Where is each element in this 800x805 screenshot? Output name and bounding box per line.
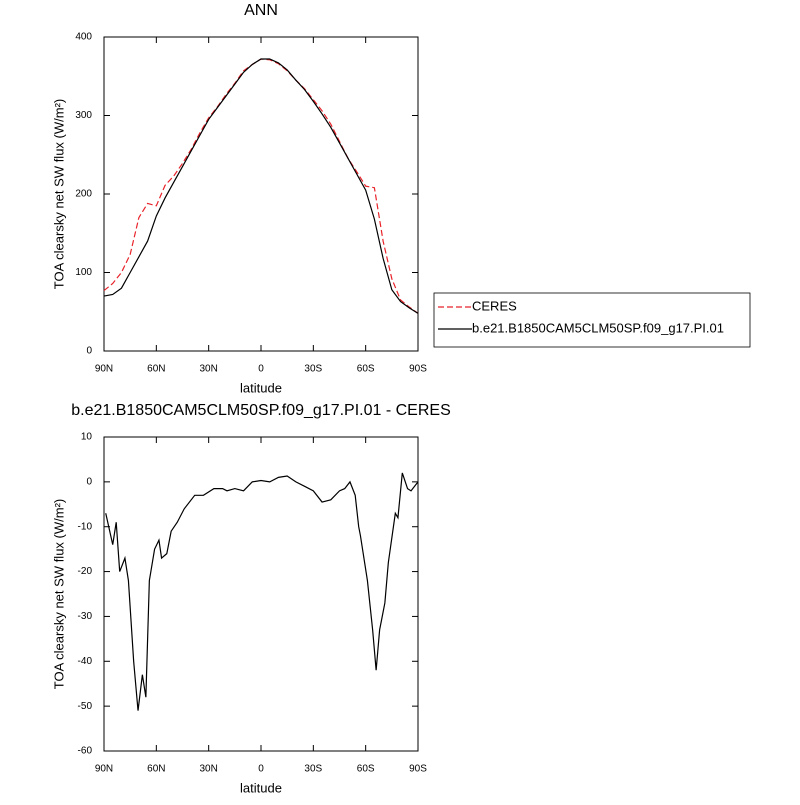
data-line: [103, 58, 419, 314]
x-axis-label: latitude: [240, 380, 282, 395]
data-line: [105, 472, 419, 711]
plot-frame: [103, 36, 419, 352]
y-tick-label: 0: [86, 476, 92, 487]
x-tick-label: 30S: [304, 364, 322, 375]
y-tick-label: -20: [78, 566, 93, 577]
y-tick-label: -40: [78, 656, 93, 667]
y-tick-label: 300: [75, 110, 92, 121]
x-tick-label: 30N: [199, 364, 217, 375]
x-tick-label: 60S: [357, 364, 375, 375]
x-tick-label: 0: [258, 364, 264, 375]
data-line: [103, 58, 419, 314]
x-tick-label: 90N: [95, 764, 113, 775]
x-tick-label: 90S: [409, 364, 427, 375]
y-tick-label: 10: [81, 432, 93, 443]
chart-title: b.e21.B1850CAM5CLM50SP.f09_g17.PI.01 - C…: [71, 402, 451, 419]
x-tick-label: 60S: [357, 764, 375, 775]
x-tick-label: 60N: [147, 764, 165, 775]
y-axis-label: TOA clearsky net SW flux (W/m²): [51, 99, 66, 289]
y-tick-label: -50: [78, 701, 93, 712]
x-tick-label: 90S: [409, 764, 427, 775]
y-tick-label: 100: [75, 267, 92, 278]
x-tick-label: 90N: [95, 364, 113, 375]
x-axis-label: latitude: [240, 780, 282, 795]
y-tick-label: 0: [86, 346, 92, 357]
y-tick-label: -60: [78, 746, 93, 757]
x-tick-label: 30N: [199, 764, 217, 775]
y-tick-label: 200: [75, 189, 92, 200]
legend-label: CERES: [472, 298, 517, 313]
plot-frame: [103, 436, 419, 752]
y-tick-label: -30: [78, 611, 93, 622]
x-tick-label: 60N: [147, 364, 165, 375]
y-tick-label: -10: [78, 521, 93, 532]
legend-label: b.e21.B1850CAM5CLM50SP.f09_g17.PI.01: [472, 320, 724, 335]
x-tick-label: 0: [258, 764, 264, 775]
y-tick-label: 400: [75, 32, 92, 43]
y-axis-label: TOA clearsky net SW flux (W/m²): [51, 499, 66, 689]
chart-title: ANN: [244, 2, 278, 19]
legend-box: [433, 292, 751, 348]
x-tick-label: 30S: [304, 764, 322, 775]
